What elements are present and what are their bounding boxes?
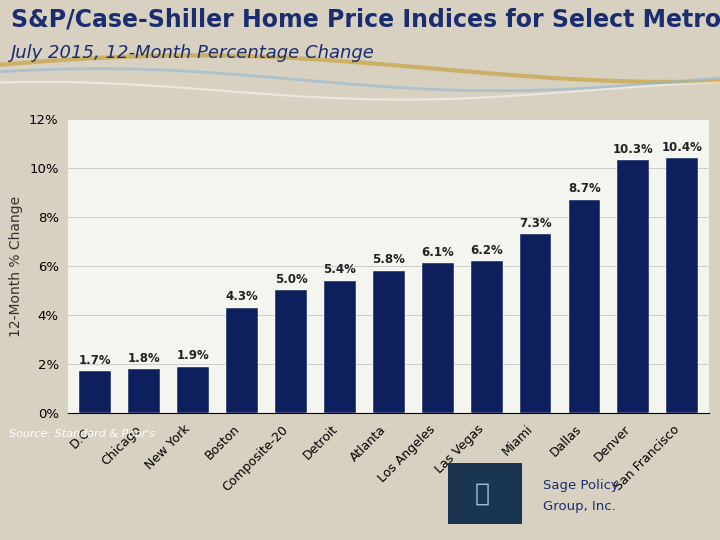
Bar xyxy=(324,281,356,413)
Bar xyxy=(667,158,698,413)
Bar xyxy=(177,367,209,413)
Text: 4.3%: 4.3% xyxy=(225,290,258,303)
Bar xyxy=(520,234,552,413)
FancyBboxPatch shape xyxy=(448,463,521,524)
Text: 1.9%: 1.9% xyxy=(177,349,210,362)
Bar xyxy=(79,372,111,413)
Text: 6.1%: 6.1% xyxy=(421,246,454,259)
Text: July 2015, 12-Month Percentage Change: July 2015, 12-Month Percentage Change xyxy=(11,44,374,62)
Y-axis label: 12-Month % Change: 12-Month % Change xyxy=(9,195,24,336)
Bar xyxy=(128,369,160,413)
Text: 10.3%: 10.3% xyxy=(613,143,654,156)
Bar xyxy=(471,261,503,413)
Text: 8.7%: 8.7% xyxy=(568,183,600,195)
Bar xyxy=(569,200,600,413)
Text: 1.8%: 1.8% xyxy=(128,352,161,365)
Text: 6.2%: 6.2% xyxy=(470,244,503,256)
Text: 7.3%: 7.3% xyxy=(519,217,552,230)
Bar xyxy=(373,271,405,413)
Text: 5.8%: 5.8% xyxy=(372,253,405,266)
Text: 10.4%: 10.4% xyxy=(662,140,703,153)
Text: 5.4%: 5.4% xyxy=(323,264,356,276)
Text: S&P/Case-Shiller Home Price Indices for Select Metros: S&P/Case-Shiller Home Price Indices for … xyxy=(11,8,720,32)
Bar xyxy=(226,308,258,413)
Text: 5.0%: 5.0% xyxy=(274,273,307,286)
Text: Sage Policy: Sage Policy xyxy=(543,478,618,491)
Text: ⛰: ⛰ xyxy=(474,482,490,506)
Bar xyxy=(618,160,649,413)
Bar xyxy=(422,264,454,413)
Bar xyxy=(275,291,307,413)
Text: Group, Inc.: Group, Inc. xyxy=(543,501,616,514)
Text: 1.7%: 1.7% xyxy=(79,354,112,367)
Text: Source: Standard & Poor's: Source: Standard & Poor's xyxy=(9,429,155,439)
